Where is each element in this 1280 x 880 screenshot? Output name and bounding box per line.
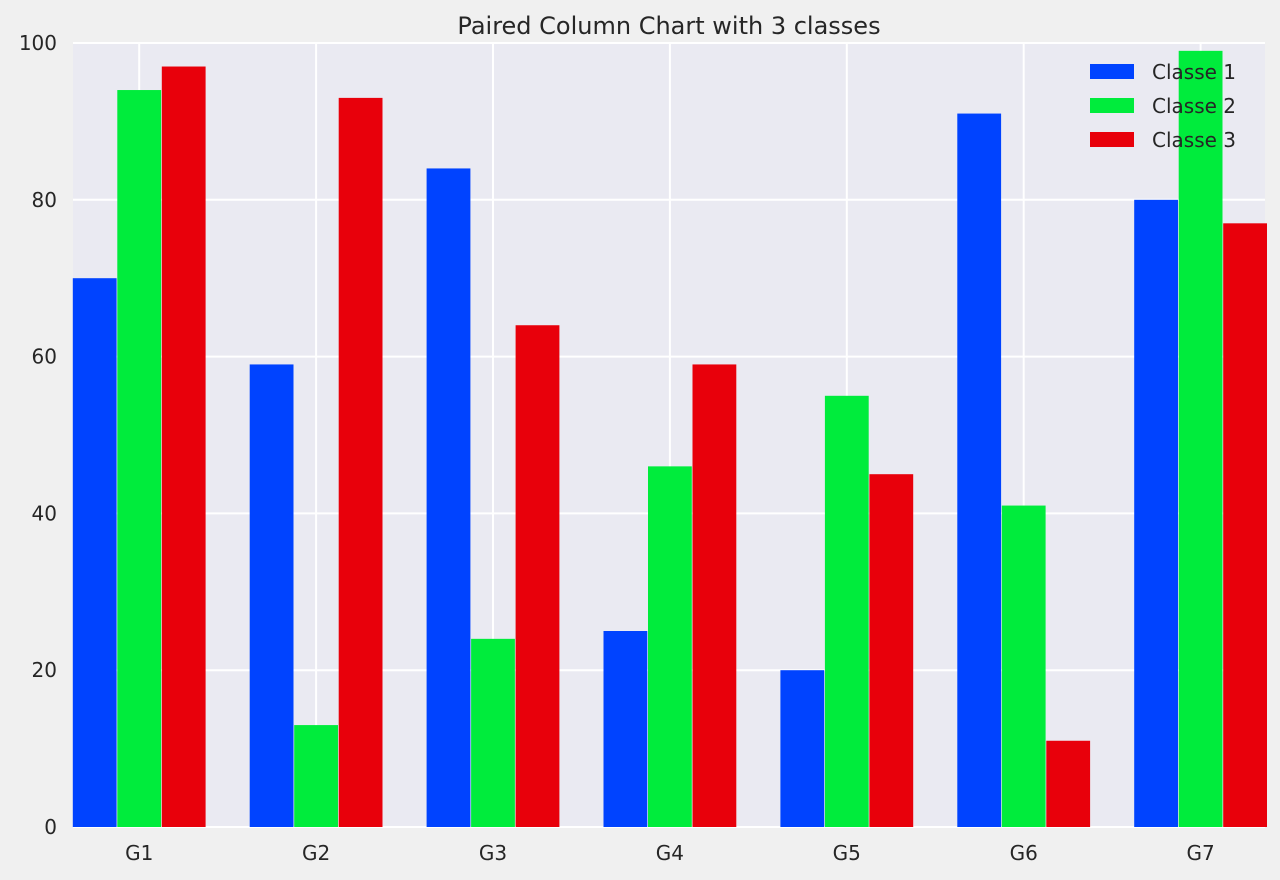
y-tick-label: 100 (19, 31, 57, 55)
y-tick-label: 40 (32, 501, 57, 525)
bar-classe-2-g5 (824, 395, 869, 827)
bar-classe-3-g4 (692, 364, 737, 827)
bar-classe-3-g2 (338, 97, 383, 827)
y-axis-ticks: 0 20 40 60 80 100 (19, 31, 57, 839)
legend: Classe 1 Classe 2 Classe 3 (1090, 60, 1236, 152)
bar-classe-3-g6 (1046, 740, 1091, 827)
bar-classe-1-g7 (1134, 199, 1178, 828)
bar-classe-2-g1 (117, 90, 162, 828)
bar-classe-1-g6 (957, 113, 1002, 827)
bar-classe-2-g3 (471, 638, 515, 827)
bar-classe-1-g3 (426, 168, 471, 827)
legend-swatch (1090, 64, 1134, 79)
bar-classe-2-g2 (294, 725, 338, 827)
bar-classe-3-g1 (161, 66, 206, 827)
y-tick-label: 0 (44, 815, 57, 839)
bar-classe-1-g5 (780, 670, 825, 827)
chart-title: Paired Column Chart with 3 classes (457, 12, 880, 40)
bar-classe-1-g2 (249, 364, 294, 827)
x-tick-label: G2 (302, 841, 330, 865)
x-tick-label: G6 (1010, 841, 1038, 865)
legend-label: Classe 2 (1152, 94, 1236, 118)
bar-classe-3-g5 (869, 474, 914, 827)
bar-classe-2-g6 (1001, 505, 1046, 827)
bar-classe-1-g4 (603, 631, 648, 827)
x-tick-label: G5 (833, 841, 861, 865)
x-axis-ticks: G1 G2 G3 G4 G5 G6 G7 (125, 841, 1215, 865)
x-tick-label: G4 (656, 841, 684, 865)
legend-swatch (1090, 98, 1134, 113)
legend-label: Classe 3 (1152, 128, 1236, 152)
bar-classe-1-g1 (72, 278, 117, 827)
legend-label: Classe 1 (1152, 60, 1236, 84)
x-tick-label: G1 (125, 841, 153, 865)
bars (72, 50, 1267, 828)
bar-classe-3-g3 (515, 325, 560, 827)
bar-classe-2-g4 (648, 466, 692, 827)
y-tick-label: 60 (32, 345, 57, 369)
legend-swatch (1090, 132, 1134, 147)
x-tick-label: G3 (479, 841, 507, 865)
bar-classe-3-g7 (1223, 223, 1267, 827)
y-tick-label: 80 (32, 188, 57, 212)
x-tick-label: G7 (1186, 841, 1214, 865)
y-tick-label: 20 (32, 658, 57, 682)
bar-classe-2-g7 (1178, 50, 1223, 827)
